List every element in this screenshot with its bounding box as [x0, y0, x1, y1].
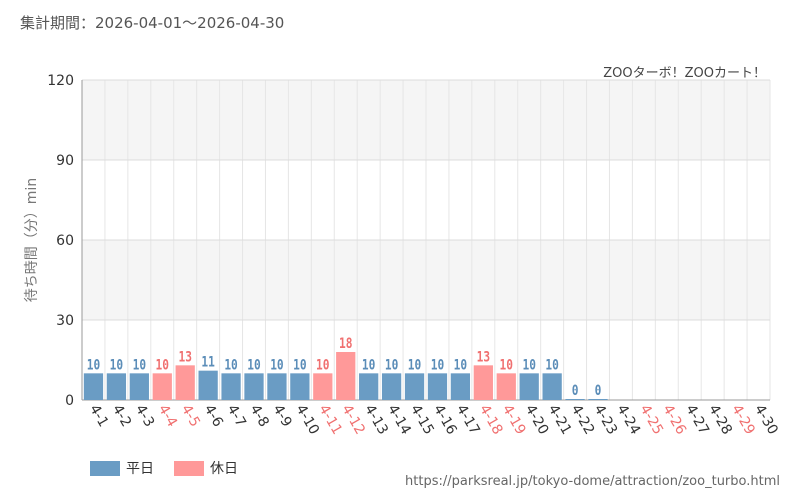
- bar-value-label: 10: [224, 356, 237, 373]
- y-tick-label: 90: [56, 153, 74, 169]
- bar-value-label: 10: [270, 356, 283, 373]
- bar: [427, 373, 448, 400]
- x-tick-label: 4-9: [269, 402, 294, 430]
- y-tick-label: 60: [56, 233, 74, 249]
- x-tick-label: 4-29: [728, 402, 758, 438]
- y-tick-label: 120: [47, 73, 74, 89]
- source-url: https://parksreal.jp/tokyo-dome/attracti…: [405, 474, 780, 489]
- y-tick-label: 30: [56, 313, 74, 329]
- legend: 平日 休日: [90, 458, 238, 478]
- period-label: 集計期間：2026-04-01～2026-04-30: [20, 14, 285, 32]
- x-tick-label: 4-4: [155, 402, 180, 430]
- bar: [198, 370, 218, 400]
- x-tick-label: 4-11: [315, 402, 345, 438]
- x-tick-label: 4-24: [613, 402, 643, 438]
- bar-value-label: 10: [87, 356, 100, 373]
- x-tick-label: 4-12: [338, 402, 368, 438]
- bar: [542, 373, 562, 400]
- legend-swatch-holiday: [174, 460, 204, 476]
- bar-value-label: 0: [595, 382, 602, 399]
- bar-value-label: 13: [477, 348, 490, 365]
- x-tick-label: 4-22: [568, 402, 598, 438]
- bar-value-label: 10: [500, 356, 513, 373]
- x-tick-label: 4-6: [201, 402, 226, 430]
- x-tick-label: 4-3: [132, 402, 157, 430]
- bar: [450, 373, 471, 400]
- y-tick-label: 0: [65, 393, 74, 409]
- x-tick-label: 4-20: [522, 402, 552, 438]
- x-tick-label: 4-25: [636, 402, 666, 438]
- x-tick-label: 4-7: [224, 402, 249, 430]
- bar-value-label: 18: [339, 335, 352, 352]
- x-tick-label: 4-14: [384, 402, 414, 438]
- legend-label-holiday: 休日: [210, 461, 238, 477]
- x-tick-label: 4-26: [659, 402, 689, 438]
- bar: [175, 365, 195, 400]
- bar: [83, 373, 104, 400]
- bar-value-label: 10: [247, 356, 260, 373]
- bar: [473, 365, 493, 400]
- bar: [267, 373, 287, 400]
- bar-value-label: 10: [133, 356, 146, 373]
- bar-value-label: 10: [316, 356, 329, 373]
- x-tick-label: 4-28: [705, 402, 735, 438]
- y-axis-label: 待ち時間（分）min: [24, 178, 40, 302]
- bar: [588, 399, 608, 400]
- bar: [404, 373, 425, 400]
- x-tick-label: 4-17: [453, 402, 483, 438]
- legend-item-weekday[interactable]: 平日: [90, 458, 154, 478]
- x-tick-label: 4-30: [751, 402, 781, 438]
- x-tick-label: 4-10: [292, 402, 322, 438]
- bar-value-label: 10: [408, 356, 421, 373]
- x-tick-label: 4-18: [476, 402, 506, 438]
- bar: [313, 373, 333, 400]
- bar-value-label: 10: [454, 356, 467, 373]
- bar-value-label: 10: [385, 356, 398, 373]
- x-tick-label: 4-27: [682, 402, 712, 438]
- bar-value-label: 0: [572, 382, 579, 399]
- bar-value-label: 10: [522, 356, 535, 373]
- x-tick-label: 4-2: [109, 402, 134, 430]
- bar: [290, 373, 310, 400]
- x-tick-label: 4-13: [361, 402, 391, 438]
- legend-label-weekday: 平日: [126, 461, 154, 477]
- bar-value-label: 10: [110, 356, 123, 373]
- bar: [129, 373, 149, 400]
- bar: [359, 373, 379, 400]
- legend-swatch-weekday: [90, 460, 120, 476]
- bar-value-label: 10: [431, 356, 444, 373]
- x-tick-label: 4-23: [591, 402, 621, 438]
- bar: [244, 373, 264, 400]
- bar: [336, 352, 356, 400]
- x-tick-label: 4-5: [178, 402, 203, 430]
- bar: [496, 373, 516, 400]
- bar: [565, 399, 585, 400]
- bar-value-label: 10: [293, 356, 306, 373]
- bar: [381, 373, 402, 400]
- bar-value-label: 11: [201, 353, 215, 370]
- attraction-title: ZOOターボ！ZOOカート！: [603, 66, 766, 81]
- x-tick-label: 4-21: [545, 402, 575, 438]
- bar-value-label: 10: [156, 356, 169, 373]
- x-tick-label: 4-16: [430, 402, 460, 438]
- x-tick-label: 4-1: [86, 402, 111, 430]
- legend-item-holiday[interactable]: 休日: [174, 458, 238, 478]
- bar-value-label: 13: [178, 348, 191, 365]
- bar: [152, 373, 172, 400]
- bar: [221, 373, 241, 400]
- x-tick-label: 4-8: [247, 402, 272, 430]
- x-tick-label: 4-19: [499, 402, 529, 438]
- bar-value-label: 10: [545, 356, 558, 373]
- bar: [519, 373, 539, 400]
- bar-value-label: 10: [362, 356, 375, 373]
- x-tick-label: 4-15: [407, 402, 437, 438]
- bar: [106, 373, 127, 400]
